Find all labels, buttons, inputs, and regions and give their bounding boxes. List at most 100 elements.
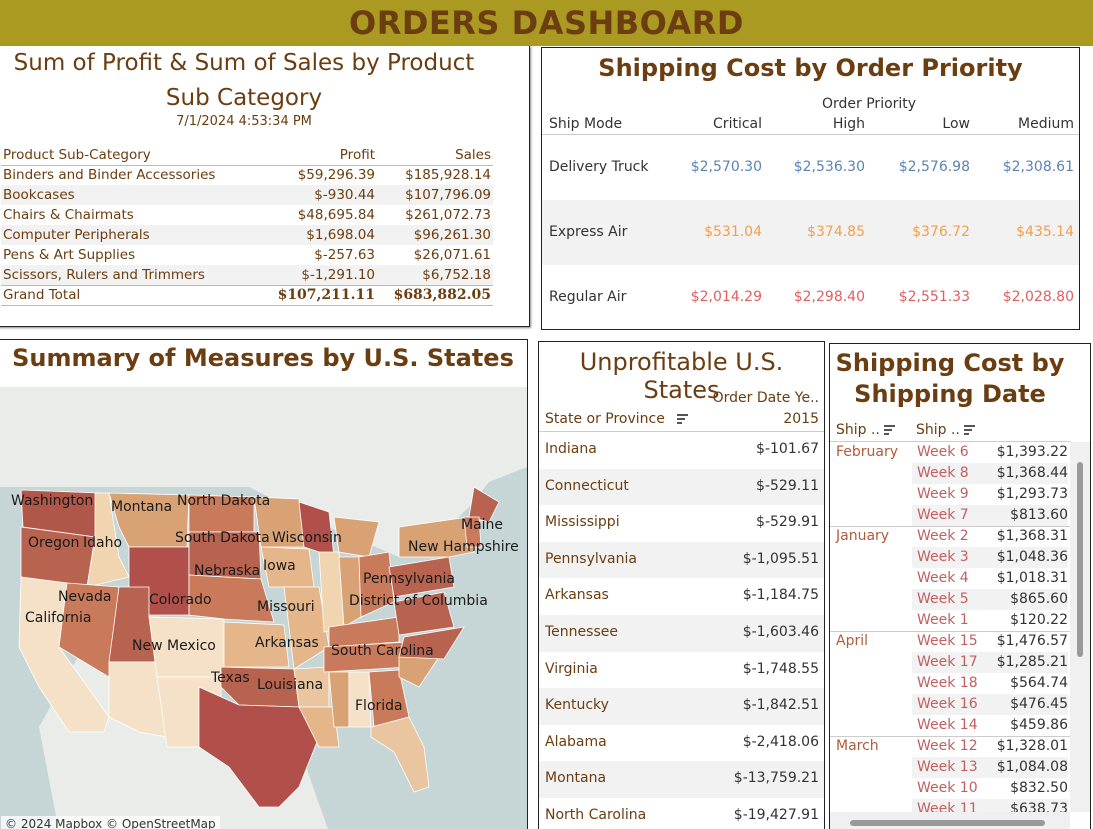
year-header[interactable]: 2015 — [783, 411, 819, 427]
week-row[interactable]: Week 8 $1,368.44 — [830, 463, 1070, 484]
week-row[interactable]: March Week 12 $1,328.01 — [830, 736, 1070, 757]
header-profit[interactable]: Profit — [261, 145, 377, 166]
table-row[interactable]: Pens & Art Supplies $-257.63 $26,071.61 — [1, 245, 493, 265]
state-maine[interactable] — [468, 486, 500, 523]
state-virginia[interactable] — [393, 591, 455, 636]
week-cost: $813.60 — [990, 505, 1068, 526]
vertical-scrollbar[interactable] — [1070, 442, 1090, 812]
week-label: Week 4 — [917, 570, 969, 586]
week-cost: $1,018.31 — [996, 570, 1068, 586]
unprofitable-states-panel: Unprofitable U.S. States Order Date Ye..… — [538, 341, 825, 829]
state-row[interactable]: Alabama $-2,418.06 — [539, 725, 824, 762]
state-name: Virginia — [545, 660, 598, 677]
table-row[interactable]: Bookcases $-930.44 $107,796.09 — [1, 185, 493, 205]
grand-total-row[interactable]: Grand Total $107,211.11 $683,882.05 — [1, 284, 493, 306]
ship-mode-row[interactable]: Regular Air $2,014.29 $2,298.40 $2,551.33 $2… — [542, 265, 1079, 330]
header-sales[interactable]: Sales — [377, 145, 493, 166]
week-row[interactable]: January Week 2 $1,368.31 — [830, 526, 1070, 547]
state-profit: $-529.91 — [756, 514, 819, 531]
state-row[interactable]: North Carolina $-19,427.91 — [539, 798, 824, 829]
us-states-map[interactable]: Washington Montana North Dakota Maine Or… — [0, 387, 527, 829]
week-row[interactable]: Week 18 $564.74 — [830, 673, 1070, 694]
header-divider — [542, 134, 1079, 135]
state-kansas[interactable] — [223, 621, 290, 668]
week-row[interactable]: February Week 6 $1,393.22 — [830, 442, 1070, 463]
week-row[interactable]: Week 14 $459.86 — [830, 715, 1070, 736]
table-row[interactable]: Binders and Binder Accessories $59,296.39… — [1, 165, 493, 185]
state-row[interactable]: Connecticut $-529.11 — [539, 468, 824, 506]
state-pennsylvania[interactable] — [388, 556, 455, 598]
state-name: Pennsylvania — [545, 550, 637, 567]
table-row[interactable]: Scissors, Rulers and Trimmers $-1,291.10 $… — [1, 265, 493, 285]
table-row[interactable]: Chairs & Chairmats $48,695.84 $261,072.73 — [1, 205, 493, 225]
state-name: Connecticut — [545, 477, 629, 494]
priority-column-header[interactable]: Medium — [1018, 116, 1074, 132]
state-kentucky[interactable] — [328, 616, 400, 648]
table-row[interactable]: Computer Peripherals $1,698.04 $96,261.30 — [1, 225, 493, 245]
state-north-carolina[interactable] — [398, 626, 465, 660]
sort-icon[interactable] — [883, 425, 895, 435]
state-row[interactable]: Kentucky $-1,842.51 — [539, 688, 824, 725]
week-row[interactable]: Week 9 $1,293.73 — [830, 484, 1070, 505]
order-priority-header: Order Priority — [822, 96, 917, 112]
header-category[interactable]: Product Sub-Category — [1, 145, 261, 166]
state-texas[interactable] — [198, 686, 320, 808]
ship-week-header[interactable]: Ship .. — [916, 422, 975, 438]
priority-column-header[interactable]: Critical — [713, 116, 762, 132]
label-south-carolina: South Carolina — [331, 643, 434, 659]
week-row[interactable]: Week 5 $865.60 — [830, 589, 1070, 610]
week-row[interactable]: Week 11 $638.73 — [830, 799, 1070, 812]
week-row[interactable]: Week 16 $476.45 — [830, 694, 1070, 715]
dashboard-title: ORDERS DASHBOARD — [349, 4, 744, 42]
state-louisiana[interactable] — [298, 706, 340, 748]
map-credit[interactable]: © 2024 Mapbox © OpenStreetMap — [1, 816, 220, 829]
week-label: Week 15 — [917, 633, 978, 649]
week-row[interactable]: Week 7 $813.60 — [830, 505, 1070, 526]
label-colorado: Colorado — [149, 592, 212, 608]
week-row[interactable]: Week 3 $1,048.36 — [830, 547, 1070, 568]
state-row[interactable]: Pennsylvania $-1,095.51 — [539, 541, 824, 579]
week-cost: $865.60 — [990, 589, 1068, 610]
ship-mode-row[interactable]: Delivery Truck $2,570.30 $2,536.30 $2,576.9… — [542, 135, 1079, 200]
state-column-header[interactable]: State or Province — [545, 411, 688, 427]
state-row[interactable]: Indiana $-101.67 — [539, 432, 824, 469]
state-new-hampshire[interactable] — [463, 516, 482, 548]
sort-icon[interactable] — [963, 425, 975, 435]
shipping-cost-cell: $2,028.80 — [1002, 289, 1074, 305]
state-south-carolina[interactable] — [398, 656, 440, 688]
ship-month-header[interactable]: Ship .. — [836, 422, 895, 438]
vertical-scroll-thumb[interactable] — [1077, 462, 1083, 657]
priority-column-header[interactable]: High — [832, 116, 865, 132]
map-canvas[interactable] — [0, 387, 527, 829]
label-district-of-columbia: District of Columbia — [349, 593, 488, 609]
state-row[interactable]: Arkansas $-1,184.75 — [539, 578, 824, 615]
ship-mode-row[interactable]: Express Air $531.04 $374.85 $376.72 $435.14 — [542, 200, 1079, 265]
priority-column-header[interactable]: Low — [942, 116, 970, 132]
state-row[interactable]: Mississippi $-529.91 — [539, 505, 824, 542]
order-date-year-header[interactable]: Order Date Ye.. — [712, 390, 819, 406]
state-new-york[interactable] — [398, 516, 475, 558]
canada-north — [0, 387, 527, 407]
state-name: Tennessee — [545, 624, 618, 640]
state-florida[interactable] — [370, 716, 430, 793]
ship-mode-header[interactable]: Ship Mode — [549, 116, 623, 132]
state-row[interactable]: Montana $-13,759.21 — [539, 761, 824, 798]
week-row[interactable]: April Week 15 $1,476.57 — [830, 631, 1070, 652]
shipping-cost-cell: $2,308.61 — [1002, 159, 1074, 175]
week-row[interactable]: Week 13 $1,084.08 — [830, 757, 1070, 778]
state-nebraska[interactable] — [188, 574, 275, 623]
state-missouri[interactable] — [283, 586, 330, 670]
category-cell: Chairs & Chairmats — [3, 207, 134, 223]
state-profit: $-1,603.46 — [742, 624, 819, 640]
horizontal-scroll-thumb[interactable] — [850, 820, 1045, 826]
horizontal-scrollbar[interactable] — [830, 812, 1070, 829]
state-row[interactable]: Tennessee $-1,603.46 — [539, 615, 824, 652]
shipping-date-table: February Week 6 $1,393.22 Week 8 $1,368.44 We… — [830, 442, 1070, 812]
week-row[interactable]: Week 1 $120.22 — [830, 610, 1070, 631]
week-row[interactable]: Week 10 $832.50 — [830, 778, 1070, 799]
week-row[interactable]: Week 17 $1,285.21 — [830, 652, 1070, 673]
state-row[interactable]: Virginia $-1,748.55 — [539, 652, 824, 689]
dashboard-banner: ORDERS DASHBOARD — [0, 0, 1093, 46]
sort-icon[interactable] — [676, 414, 688, 424]
week-row[interactable]: Week 4 $1,018.31 — [830, 568, 1070, 589]
